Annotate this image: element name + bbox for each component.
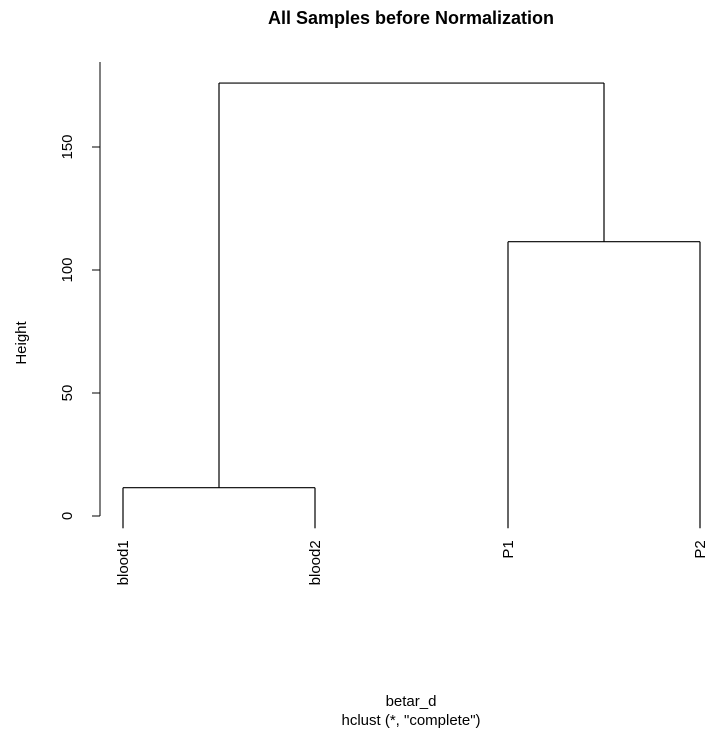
leaf-label-P1: P1 (500, 540, 517, 558)
method-subtitle: hclust (*, "complete") (341, 712, 480, 729)
y-tick-label: 100 (59, 257, 76, 282)
y-tick-label: 0 (59, 512, 76, 520)
x-axis-label: betar_d (386, 693, 437, 710)
leaf-label-blood1: blood1 (115, 540, 132, 585)
y-axis-ticks: 0 50 100 150 (59, 134, 100, 520)
chart-title: All Samples before Normalization (268, 8, 554, 28)
leaf-labels: blood1 blood2 P1 P2 (115, 540, 706, 585)
y-tick-label: 50 (59, 385, 76, 402)
dendrogram-tree (122, 82, 701, 529)
y-axis-label: Height (13, 320, 30, 364)
y-tick-label: 150 (59, 134, 76, 159)
leaf-label-blood2: blood2 (307, 540, 324, 585)
leaf-label-P2: P2 (692, 540, 706, 558)
